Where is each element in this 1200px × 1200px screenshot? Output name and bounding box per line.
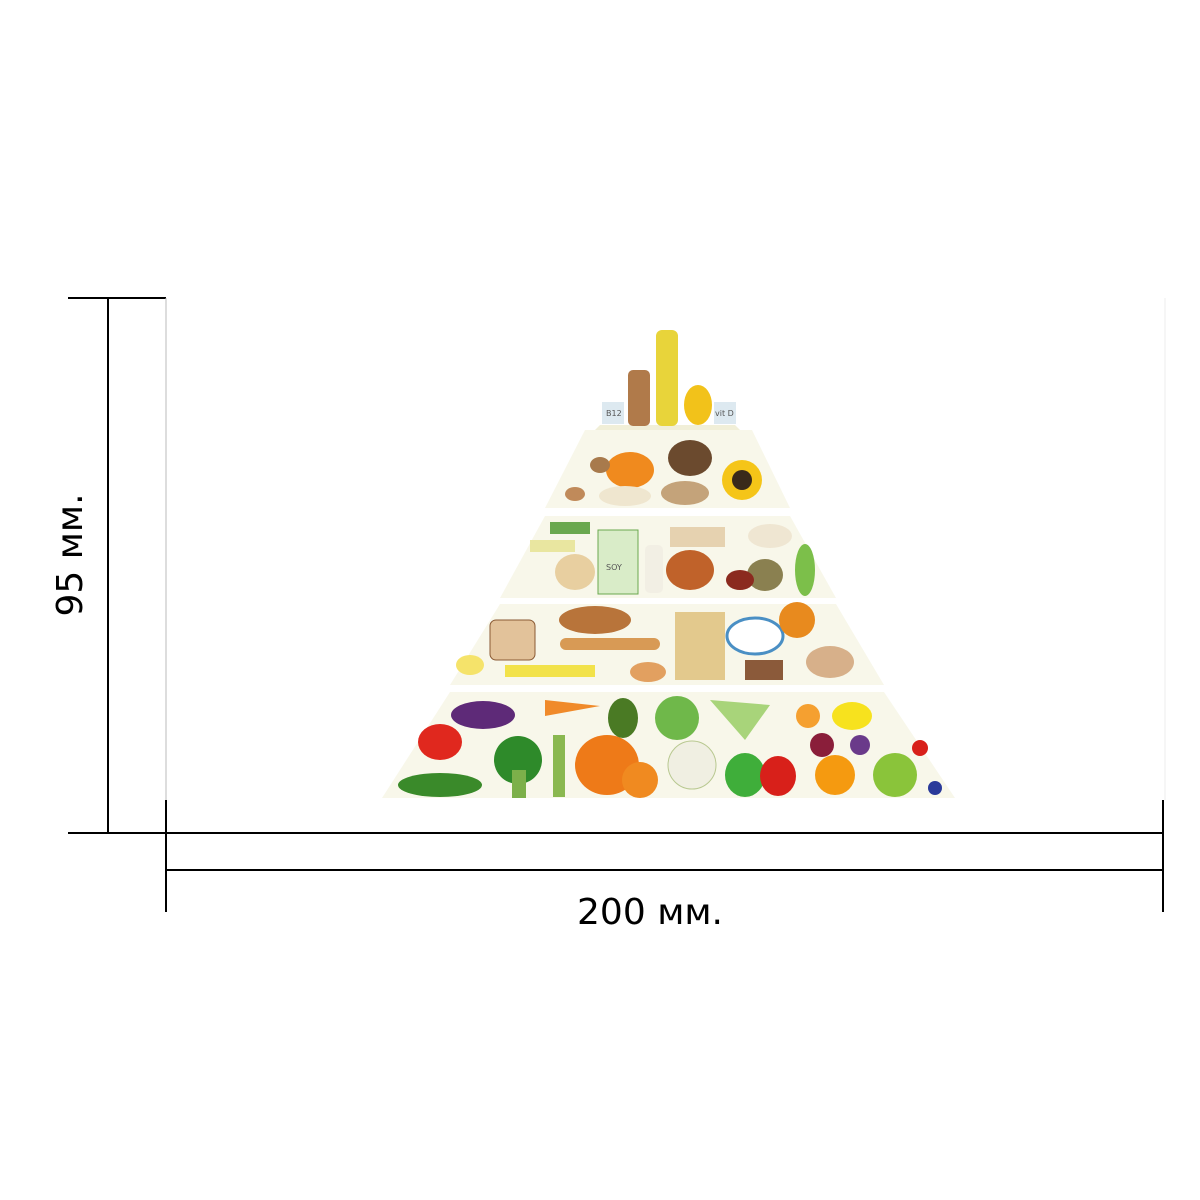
dimension-lines bbox=[68, 297, 1166, 912]
food-item bbox=[565, 487, 585, 501]
food-item bbox=[832, 702, 872, 730]
food-item bbox=[779, 602, 815, 638]
food-item bbox=[494, 736, 542, 784]
food-item bbox=[630, 662, 666, 682]
food-item bbox=[912, 740, 928, 756]
food-item bbox=[559, 606, 631, 634]
food-item bbox=[815, 755, 855, 795]
food-item bbox=[668, 440, 712, 476]
food-item bbox=[489, 619, 536, 661]
food-item bbox=[622, 762, 658, 798]
food-item bbox=[606, 452, 654, 488]
food-item bbox=[661, 481, 709, 505]
food-item bbox=[550, 522, 590, 534]
food-item bbox=[928, 781, 942, 795]
food-item bbox=[748, 524, 792, 548]
food-item bbox=[675, 612, 725, 680]
item-label: B12 bbox=[606, 409, 622, 418]
food-item bbox=[645, 545, 663, 593]
food-item bbox=[795, 544, 815, 596]
food-item bbox=[599, 486, 651, 506]
food-item bbox=[725, 753, 765, 797]
food-item bbox=[545, 700, 600, 716]
food-item bbox=[710, 700, 770, 740]
food-item bbox=[725, 616, 785, 656]
width-label: 200 мм. bbox=[577, 892, 723, 933]
food-item bbox=[747, 559, 783, 591]
food-item bbox=[810, 733, 834, 757]
food-item bbox=[806, 646, 854, 678]
food-item bbox=[684, 385, 712, 425]
food-item bbox=[512, 770, 526, 798]
food-item bbox=[726, 570, 754, 590]
food-item bbox=[553, 735, 565, 797]
food-item bbox=[666, 550, 714, 590]
item-label: vit D bbox=[715, 409, 734, 418]
food-item bbox=[505, 665, 595, 677]
food-item bbox=[590, 457, 610, 473]
food-item bbox=[732, 470, 752, 490]
food-item bbox=[560, 638, 660, 650]
food-item bbox=[530, 540, 575, 552]
food-item bbox=[451, 701, 515, 729]
food-item bbox=[714, 402, 736, 424]
food-pyramid: B12 vit D SOY bbox=[382, 330, 955, 798]
food-item bbox=[670, 527, 725, 547]
food-item bbox=[760, 756, 796, 796]
item-label: SOY bbox=[606, 563, 622, 572]
food-item bbox=[656, 330, 678, 426]
food-item bbox=[745, 660, 783, 680]
food-item bbox=[555, 554, 595, 590]
food-item bbox=[655, 696, 699, 740]
food-item bbox=[628, 370, 650, 426]
food-item bbox=[398, 773, 482, 797]
food-item bbox=[667, 740, 717, 790]
food-item bbox=[608, 698, 638, 738]
food-item bbox=[796, 704, 820, 728]
food-item bbox=[456, 655, 484, 675]
food-item bbox=[850, 735, 870, 755]
food-item bbox=[597, 529, 639, 595]
height-label: 95 мм. bbox=[50, 493, 91, 616]
food-item bbox=[873, 753, 917, 797]
food-item bbox=[602, 402, 624, 424]
food-item bbox=[418, 724, 462, 760]
